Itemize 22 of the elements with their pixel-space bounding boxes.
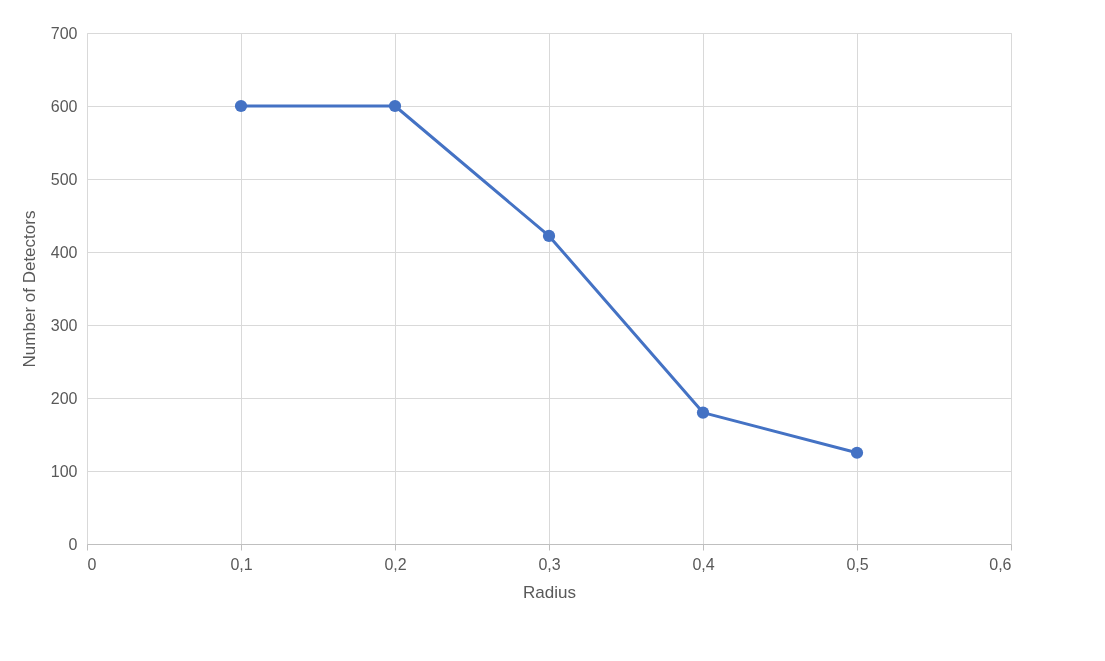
y-tick-label: 300 <box>50 316 78 334</box>
y-axis-title: Number of Detectors <box>19 210 39 368</box>
x-tick-label: 0,5 <box>846 555 869 573</box>
x-axis-title: Radius <box>523 582 576 602</box>
x-tick-label: 0,4 <box>692 555 715 573</box>
y-tick-label: 200 <box>50 389 78 407</box>
y-tick-label: 700 <box>50 24 78 42</box>
y-tick-label: 600 <box>50 97 78 115</box>
point <box>696 406 710 419</box>
point <box>542 229 556 243</box>
x-tick-label: 0,6 <box>989 555 1012 573</box>
x-tick-label: 0,2 <box>384 555 407 573</box>
y-tick-label: 500 <box>50 170 78 188</box>
y-tick-label: 100 <box>50 462 78 480</box>
y-tick-label: 0 <box>68 535 78 553</box>
point <box>234 99 248 113</box>
y-tick-label: 400 <box>50 243 78 261</box>
point <box>850 446 864 459</box>
x-tick-label: 0 <box>87 555 97 573</box>
point <box>388 99 402 113</box>
x-tick-label: 0,3 <box>538 555 561 573</box>
x-tick-label: 0,1 <box>230 555 253 573</box>
